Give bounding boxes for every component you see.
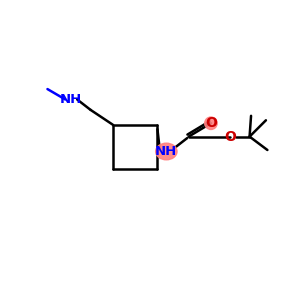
Text: NH: NH [60, 93, 82, 106]
Ellipse shape [156, 143, 177, 160]
Text: O: O [205, 116, 217, 130]
Text: O: O [224, 130, 236, 144]
Text: NH: NH [155, 145, 178, 158]
Ellipse shape [205, 117, 217, 130]
